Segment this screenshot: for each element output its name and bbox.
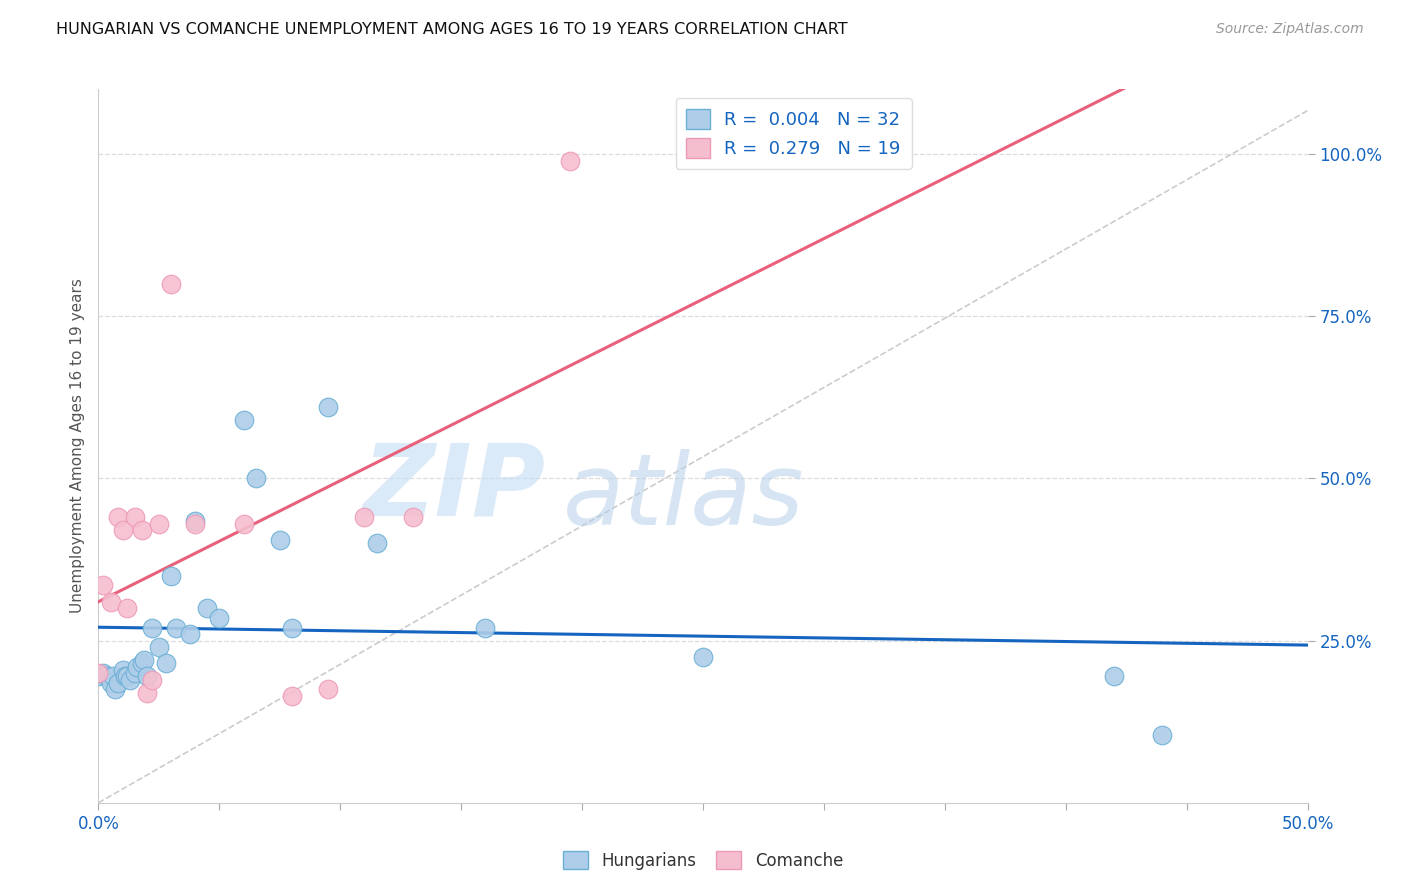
Point <box>184 516 207 531</box>
Point <box>111 524 134 538</box>
Point <box>141 673 163 687</box>
Point <box>195 601 218 615</box>
Point <box>1102 669 1125 683</box>
Point <box>402 510 425 524</box>
Point <box>692 649 714 664</box>
Point <box>117 669 139 683</box>
Point <box>107 675 129 690</box>
Point <box>179 627 201 641</box>
Point <box>94 669 117 683</box>
Point <box>269 533 291 547</box>
Point <box>316 682 339 697</box>
Point <box>87 666 110 681</box>
Point <box>87 669 110 683</box>
Point <box>100 675 122 690</box>
Point <box>91 578 114 592</box>
Point <box>124 510 146 524</box>
Point <box>111 663 134 677</box>
Point <box>281 621 304 635</box>
Point <box>281 689 304 703</box>
Point <box>118 673 141 687</box>
Point <box>558 153 581 168</box>
Point <box>316 400 339 414</box>
Point <box>141 621 163 635</box>
Point <box>101 669 124 683</box>
Text: ZIP: ZIP <box>363 440 546 537</box>
Point <box>1152 728 1174 742</box>
Text: Source: ZipAtlas.com: Source: ZipAtlas.com <box>1216 22 1364 37</box>
Point <box>160 568 183 582</box>
Text: atlas: atlas <box>562 450 804 547</box>
Legend: Hungarians, Comanche: Hungarians, Comanche <box>557 845 849 877</box>
Point <box>232 516 254 531</box>
Point <box>135 685 157 699</box>
Text: HUNGARIAN VS COMANCHE UNEMPLOYMENT AMONG AGES 16 TO 19 YEARS CORRELATION CHART: HUNGARIAN VS COMANCHE UNEMPLOYMENT AMONG… <box>56 22 848 37</box>
Point <box>245 471 267 485</box>
Point <box>184 514 207 528</box>
Point <box>160 277 183 291</box>
Point <box>165 621 187 635</box>
Point <box>353 510 375 524</box>
Point <box>474 621 496 635</box>
Point <box>131 657 153 671</box>
Point <box>135 669 157 683</box>
Point <box>366 536 388 550</box>
Point <box>208 611 231 625</box>
Point <box>155 657 177 671</box>
Point <box>148 640 170 654</box>
Point <box>100 595 122 609</box>
Point <box>131 524 153 538</box>
Point <box>232 413 254 427</box>
Y-axis label: Unemployment Among Ages 16 to 19 years: Unemployment Among Ages 16 to 19 years <box>69 278 84 614</box>
Point <box>117 601 139 615</box>
Point <box>104 682 127 697</box>
Point <box>107 510 129 524</box>
Point <box>148 516 170 531</box>
Point <box>127 659 149 673</box>
Point <box>114 669 136 683</box>
Point <box>134 653 156 667</box>
Point <box>91 666 114 681</box>
Point <box>124 666 146 681</box>
